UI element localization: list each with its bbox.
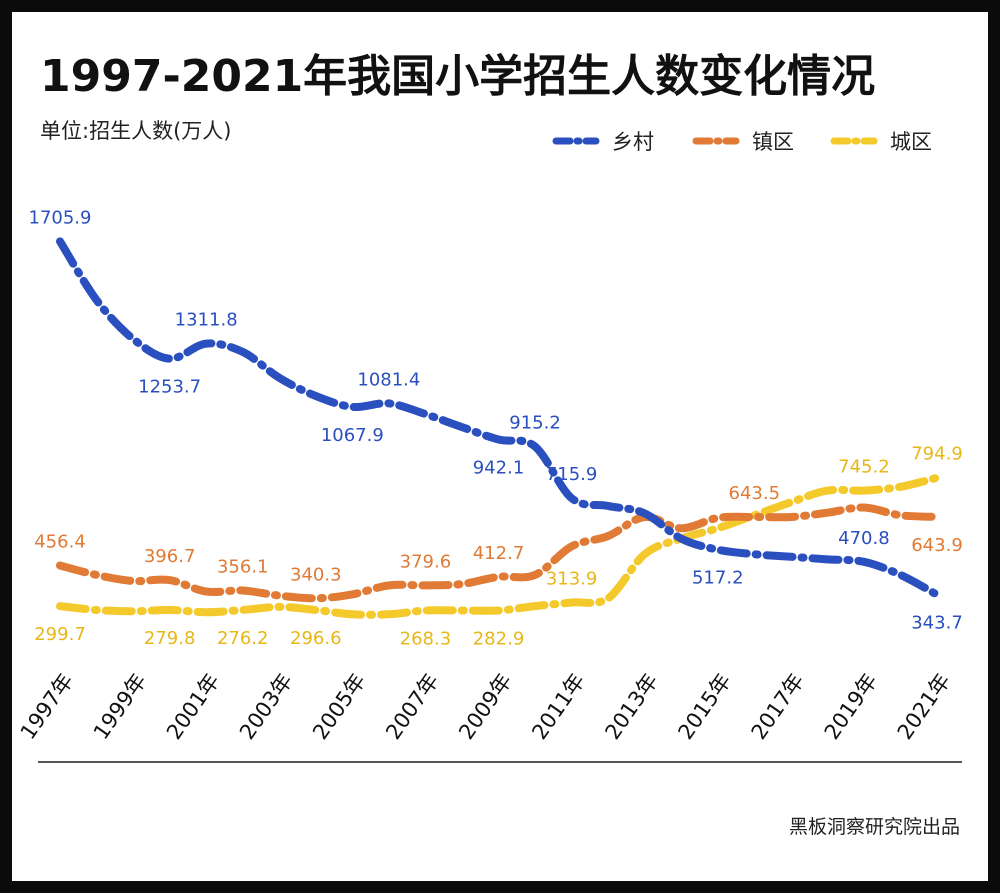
legend-item-rural: 乡村 [552,126,654,156]
data-label-urban: 745.2 [838,457,890,478]
legend-swatch-town [692,137,740,145]
x-tick-label: 2005年 [308,669,370,744]
data-label-rural: 715.9 [546,464,598,485]
legend-swatch-rural [552,137,600,145]
x-tick-label: 2013年 [600,669,662,744]
data-label-urban: 794.9 [911,444,963,465]
data-label-rural: 915.2 [509,412,561,433]
data-label-rural: 517.2 [692,568,744,589]
data-label-urban: 282.9 [473,628,525,649]
data-label-rural: 343.7 [911,613,963,634]
series-line-town [56,503,941,603]
data-label-rural: 470.8 [838,528,890,549]
legend-label-rural: 乡村 [612,130,654,154]
data-label-town: 412.7 [473,543,525,564]
data-label-rural: 1311.8 [175,310,238,331]
series-line-urban [56,473,941,619]
chart-title: 1997-2021年我国小学招生人数变化情况 [40,51,876,102]
data-label-rural: 1067.9 [321,425,384,446]
data-label-town: 379.6 [400,551,452,572]
chart-card: 1997-2021年我国小学招生人数变化情况 单位:招生人数(万人) 乡村 镇区… [12,12,988,881]
unit-label: 单位:招生人数(万人) [40,119,232,143]
data-label-rural: 942.1 [473,458,525,479]
x-tick-label: 2019年 [820,669,882,744]
data-label-urban: 299.7 [34,624,86,645]
data-label-rural: 1253.7 [138,377,201,398]
legend-item-urban: 城区 [830,126,932,156]
data-label-town: 396.7 [144,546,196,567]
x-tick-label: 2017年 [747,669,809,744]
line-chart: 1705.9 1253.7 1311.8 1067.9 1081.4 942.1 915.2… [16,207,963,744]
x-tick-label: 2015年 [673,669,735,744]
legend-label-urban: 城区 [890,130,932,154]
data-label-urban: 296.6 [290,628,342,649]
footer-divider [38,761,962,763]
data-label-urban: 276.2 [217,628,269,649]
data-label-rural: 1705.9 [29,207,92,228]
x-tick-label: 1997年 [16,669,78,744]
data-label-urban: 268.3 [400,628,452,649]
data-label-town: 340.3 [290,564,342,585]
data-label-rural: 1081.4 [357,369,420,390]
legend-item-town: 镇区 [692,126,794,156]
x-tick-label: 2007年 [381,669,443,744]
data-label-town: 456.4 [34,531,86,552]
data-label-town: 643.5 [729,483,781,504]
x-tick-label: 2011年 [527,669,589,744]
x-tick-label: 2003年 [235,669,297,744]
source-credit: 黑板洞察研究院出品 [788,816,960,838]
data-label-urban: 279.8 [144,628,196,649]
x-tick-label: 2001年 [162,669,224,744]
legend-swatch-urban [830,137,878,145]
legend-label-town: 镇区 [752,130,794,154]
data-label-town: 356.1 [217,557,269,578]
x-tick-label: 1999年 [89,669,151,744]
series-line-rural [56,237,941,599]
x-tick-label: 2021年 [893,669,955,744]
data-label-town: 643.9 [911,535,963,556]
x-tick-label: 2009年 [454,669,516,744]
data-label-urban: 313.9 [546,568,598,589]
